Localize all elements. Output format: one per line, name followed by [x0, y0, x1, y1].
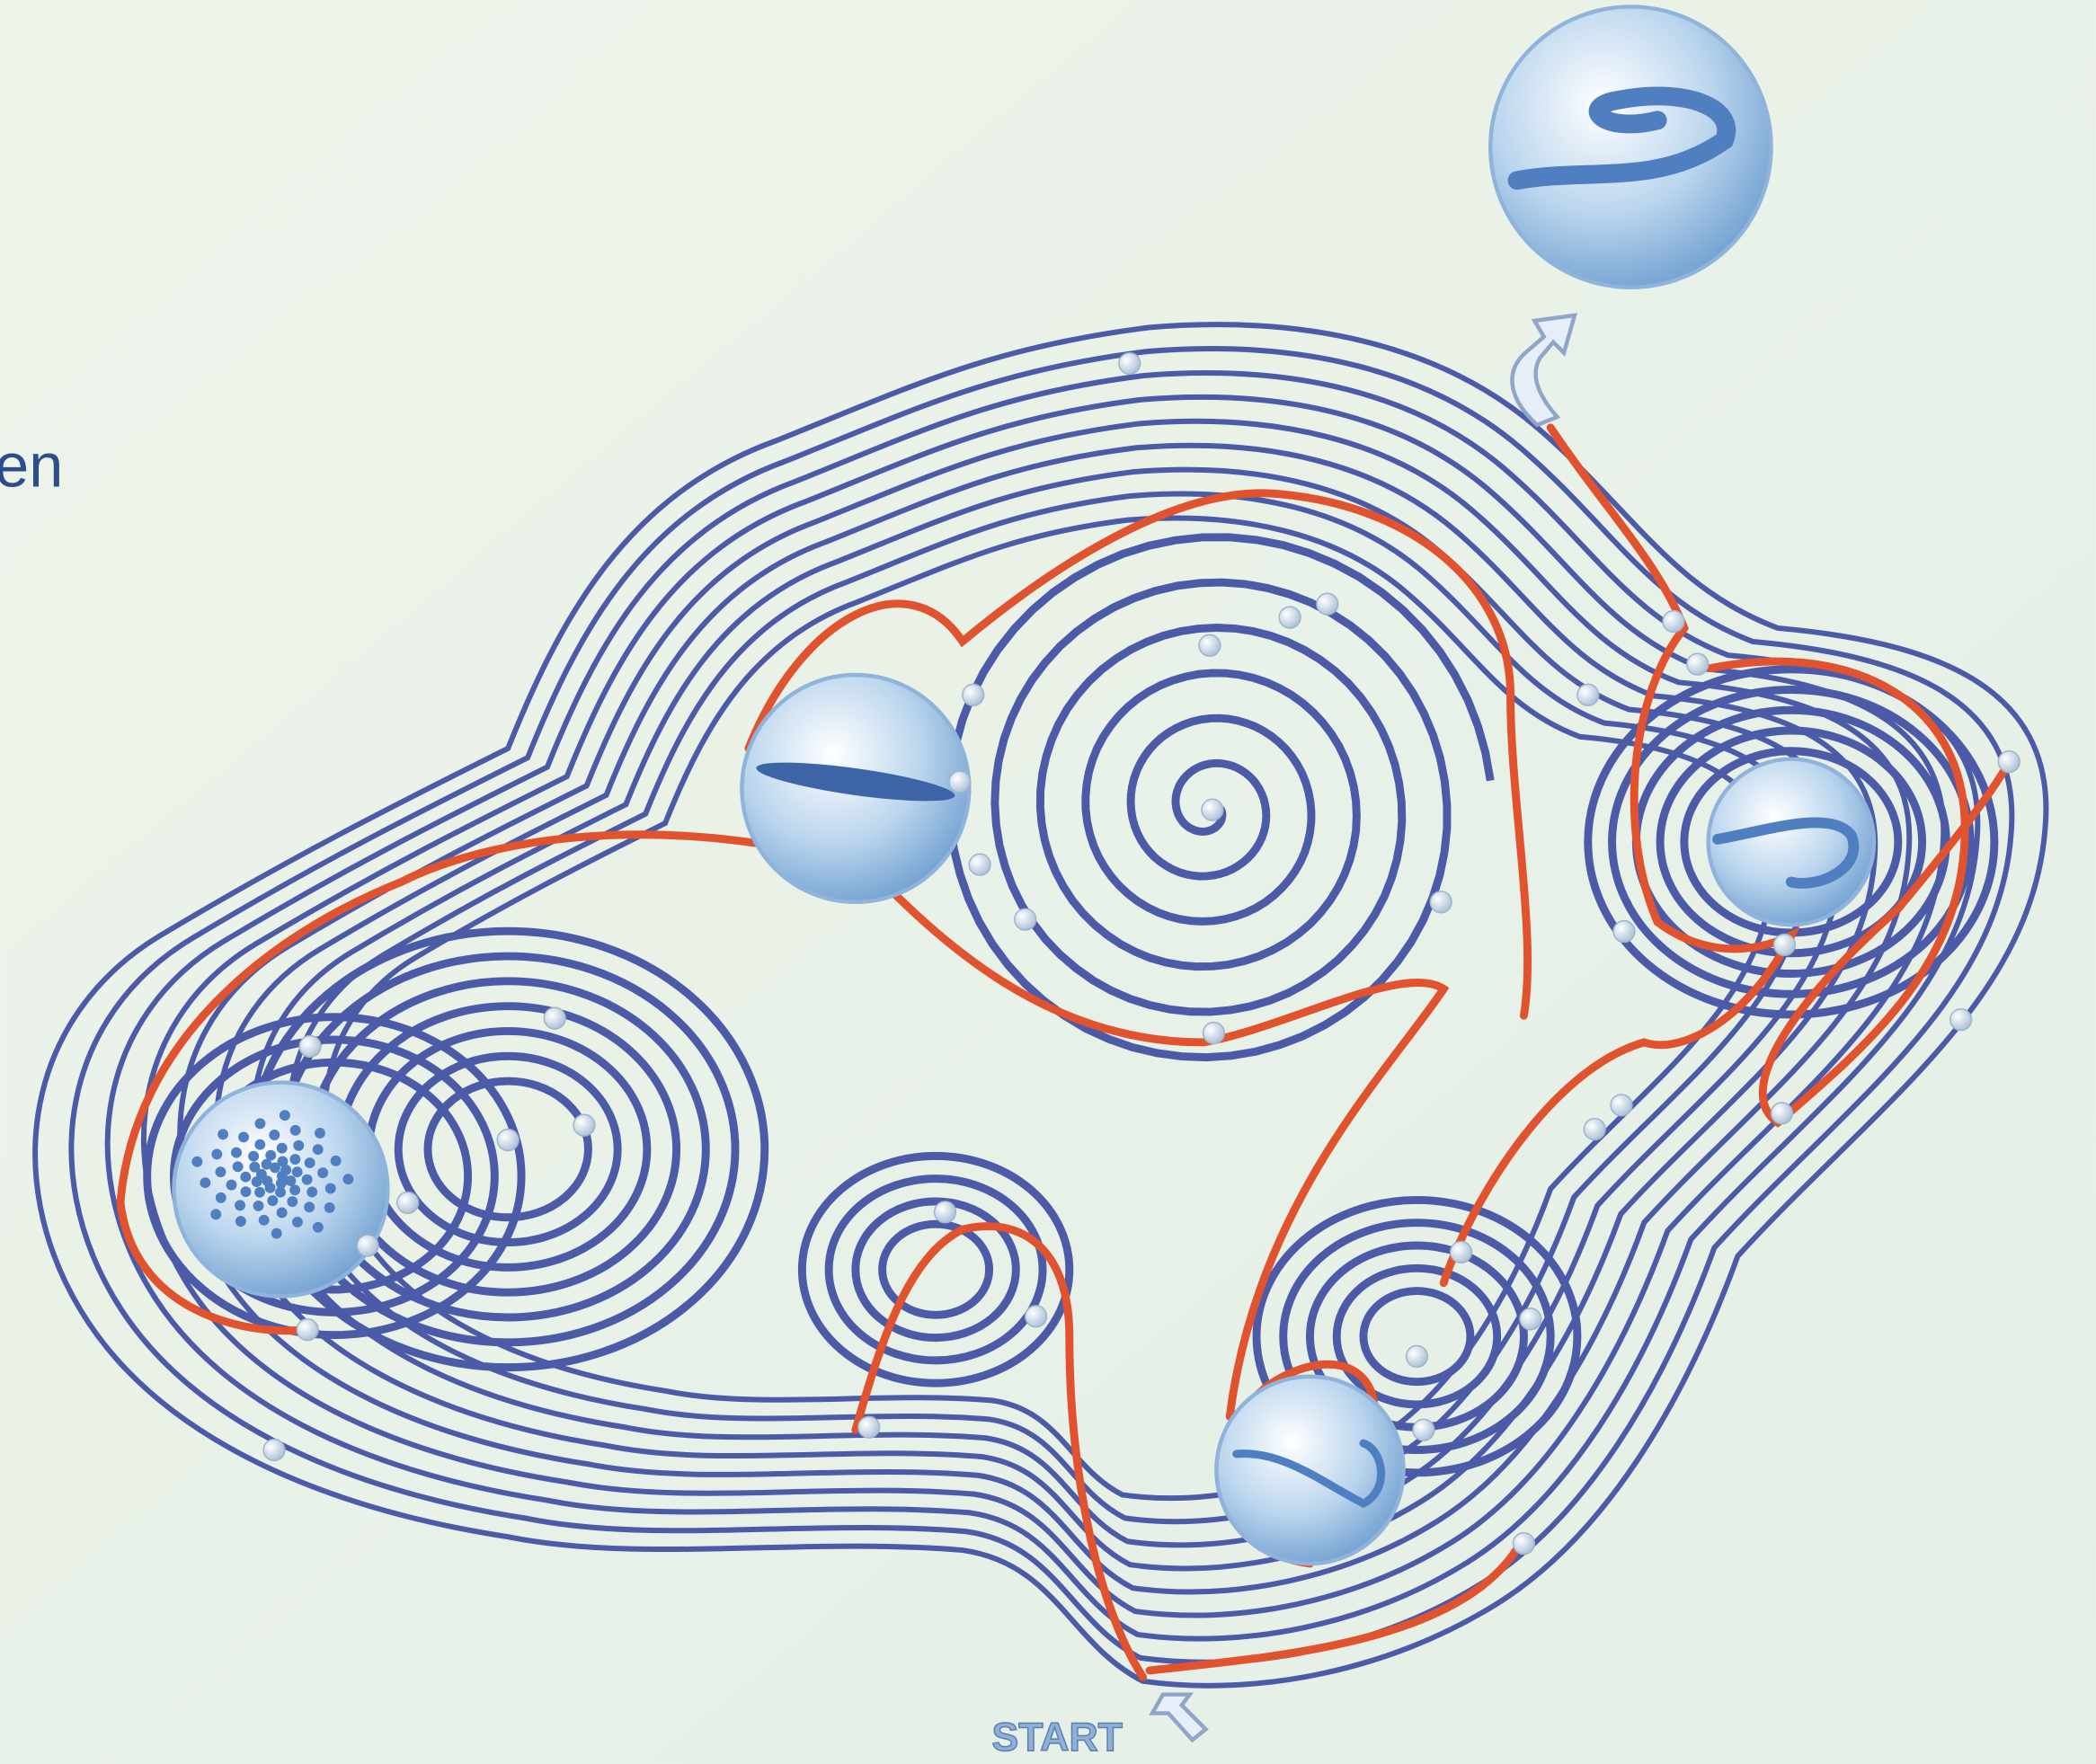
- egg: [191, 1157, 202, 1167]
- dead-end-dot: [1520, 1308, 1541, 1330]
- egg: [342, 1174, 353, 1184]
- egg: [210, 1209, 221, 1219]
- dead-end-dot: [1663, 611, 1684, 633]
- egg: [235, 1216, 246, 1227]
- dead-end-dot: [1774, 934, 1796, 955]
- egg: [292, 1166, 303, 1177]
- start-label: START: [992, 1715, 1123, 1760]
- dead-end-dot: [1687, 653, 1709, 675]
- egg: [231, 1148, 242, 1158]
- egg: [277, 1157, 288, 1167]
- dead-end-dot: [263, 1440, 285, 1461]
- egg: [259, 1215, 270, 1226]
- egg: [304, 1201, 315, 1212]
- dead-end-dot: [497, 1130, 519, 1151]
- dead-end-dot: [1998, 751, 2020, 773]
- egg: [317, 1167, 328, 1178]
- egg: [254, 1118, 265, 1129]
- egg: [238, 1131, 249, 1142]
- dead-end-dot: [1203, 1023, 1225, 1044]
- egg: [253, 1201, 264, 1211]
- dead-end-dot: [397, 1192, 419, 1214]
- egg: [254, 1139, 265, 1150]
- dead-end-dot: [1407, 1346, 1428, 1368]
- dead-end-dot: [1119, 353, 1141, 375]
- dead-end-dot: [1611, 1095, 1632, 1116]
- egg: [265, 1183, 276, 1193]
- dead-end-dot: [1202, 799, 1223, 820]
- dead-end-dot: [297, 1319, 318, 1341]
- egg: [267, 1195, 278, 1206]
- egg: [331, 1156, 342, 1166]
- egg: [277, 1208, 288, 1219]
- egg: [285, 1175, 296, 1186]
- egg: [324, 1202, 335, 1213]
- egg: [292, 1217, 303, 1228]
- egg: [211, 1148, 222, 1159]
- dead-end-dot: [544, 1007, 565, 1029]
- dead-end-dot: [949, 771, 971, 793]
- egg: [216, 1192, 226, 1203]
- egg: [240, 1172, 251, 1183]
- egg: [271, 1228, 282, 1239]
- egg: [280, 1110, 290, 1121]
- egg: [306, 1187, 317, 1198]
- dead-end-dot: [969, 854, 990, 875]
- egg: [275, 1187, 286, 1198]
- dead-end-dot: [1199, 634, 1221, 656]
- egg: [287, 1196, 298, 1207]
- egg: [305, 1157, 315, 1168]
- dead-end-dot: [1430, 891, 1452, 913]
- dead-end-dot: [573, 1114, 595, 1136]
- egg: [269, 1130, 280, 1140]
- dead-end-dot: [1950, 1009, 1972, 1031]
- egg: [233, 1161, 244, 1172]
- egg: [249, 1162, 260, 1173]
- egg: [290, 1125, 301, 1136]
- egg: [248, 1151, 259, 1162]
- egg: [265, 1150, 276, 1161]
- egg: [302, 1175, 313, 1185]
- dead-end-dot: [357, 1235, 378, 1256]
- egg: [215, 1166, 226, 1177]
- dead-end-dot: [1317, 593, 1338, 615]
- egg: [315, 1128, 325, 1139]
- egg: [252, 1176, 262, 1187]
- dead-end-dot: [963, 684, 984, 705]
- dead-end-dot: [1613, 921, 1635, 943]
- dead-end-dot: [1514, 1533, 1535, 1555]
- egg: [293, 1140, 304, 1151]
- dead-end-dot: [858, 1416, 880, 1438]
- egg: [325, 1183, 336, 1194]
- dead-end-dot: [1279, 607, 1301, 628]
- page: START en (() => { const data = JSON.pars…: [0, 0, 2096, 1764]
- dead-end-dot: [1577, 684, 1599, 705]
- maze-scene: START en: [0, 0, 2096, 1764]
- egg: [313, 1144, 324, 1155]
- egg: [226, 1180, 237, 1191]
- egg: [235, 1200, 245, 1210]
- egg: [313, 1222, 324, 1233]
- dead-end-dot: [1015, 909, 1036, 930]
- dead-end-dot: [1451, 1242, 1472, 1263]
- egg: [218, 1129, 228, 1139]
- dead-end-dot: [1026, 1306, 1047, 1327]
- egg: [254, 1187, 265, 1198]
- egg: [289, 1154, 300, 1165]
- dead-end-dot: [1772, 1103, 1793, 1124]
- dead-end-dot: [1584, 1119, 1605, 1140]
- egg: [240, 1186, 251, 1197]
- dead-end-dot: [299, 1036, 321, 1058]
- egg: [277, 1143, 288, 1154]
- dead-end-dot: [935, 1201, 956, 1223]
- egg: [289, 1184, 300, 1195]
- dead-end-dot: [1413, 1419, 1434, 1440]
- egg: [200, 1177, 210, 1188]
- edge-text: en: [0, 431, 63, 500]
